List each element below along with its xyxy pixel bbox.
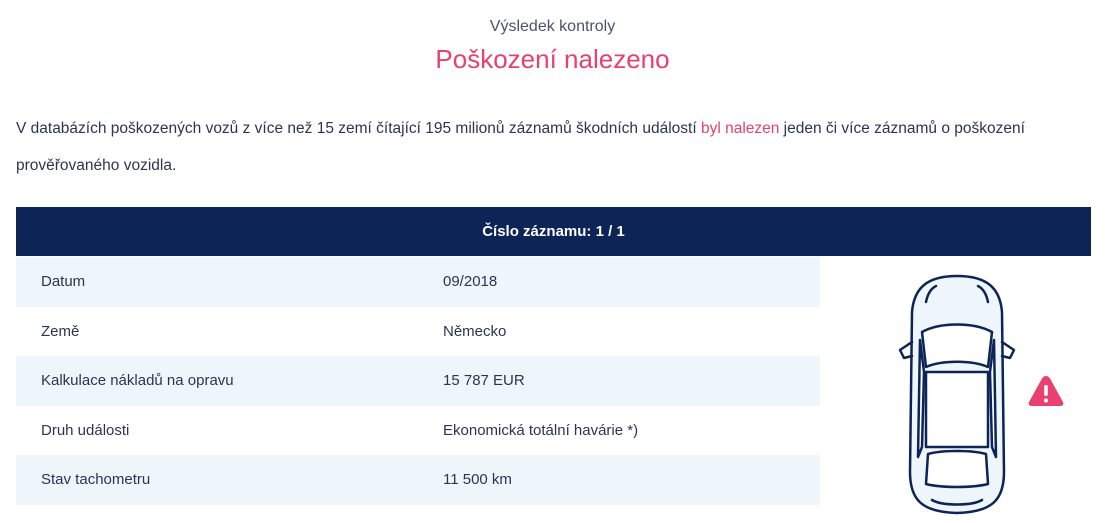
table-row-country: Země Německo [16,307,820,357]
car-top-view-icon [898,274,1016,515]
record-number-header: Číslo záznamu: 1 / 1 [16,207,1091,256]
table-row-date: Datum 09/2018 [16,257,820,307]
table-row-event-type: Druh události Ekonomická totální havárie… [16,406,820,456]
description-text-start: V databázích poškozených vozů z více než… [16,120,701,137]
table-row-odometer: Stav tachometru 11 500 km [16,455,820,505]
row-label: Země [41,322,80,340]
result-title: Poškození nalezeno [435,44,670,74]
description-highlight: byl nalezen [700,120,780,137]
row-label: Druh události [41,421,130,439]
row-value: 15 787 EUR [443,372,525,390]
row-label: Datum [41,273,86,291]
row-value: 11 500 km [443,471,512,489]
record-number-label: Číslo záznamu: 1 / 1 [482,223,625,240]
row-label: Kalkulace nákladů na opravu [41,372,234,390]
result-description: V databázích poškozených vozů z více než… [16,110,1091,184]
description-text-end: jeden či více záznamů o poškození prověř… [16,120,1025,174]
result-subtitle: Výsledek kontroly [489,18,616,35]
warning-triangle-icon [1028,376,1064,406]
row-value: Německo [443,322,507,340]
record-details-table: Datum 09/2018 Země Německo Kalkulace nák… [16,257,820,505]
row-value: Ekonomická totální havárie *) [443,421,639,439]
row-label: Stav tachometru [41,471,151,489]
table-row-repair-cost: Kalkulace nákladů na opravu 15 787 EUR [16,356,820,406]
row-value: 09/2018 [443,273,498,291]
